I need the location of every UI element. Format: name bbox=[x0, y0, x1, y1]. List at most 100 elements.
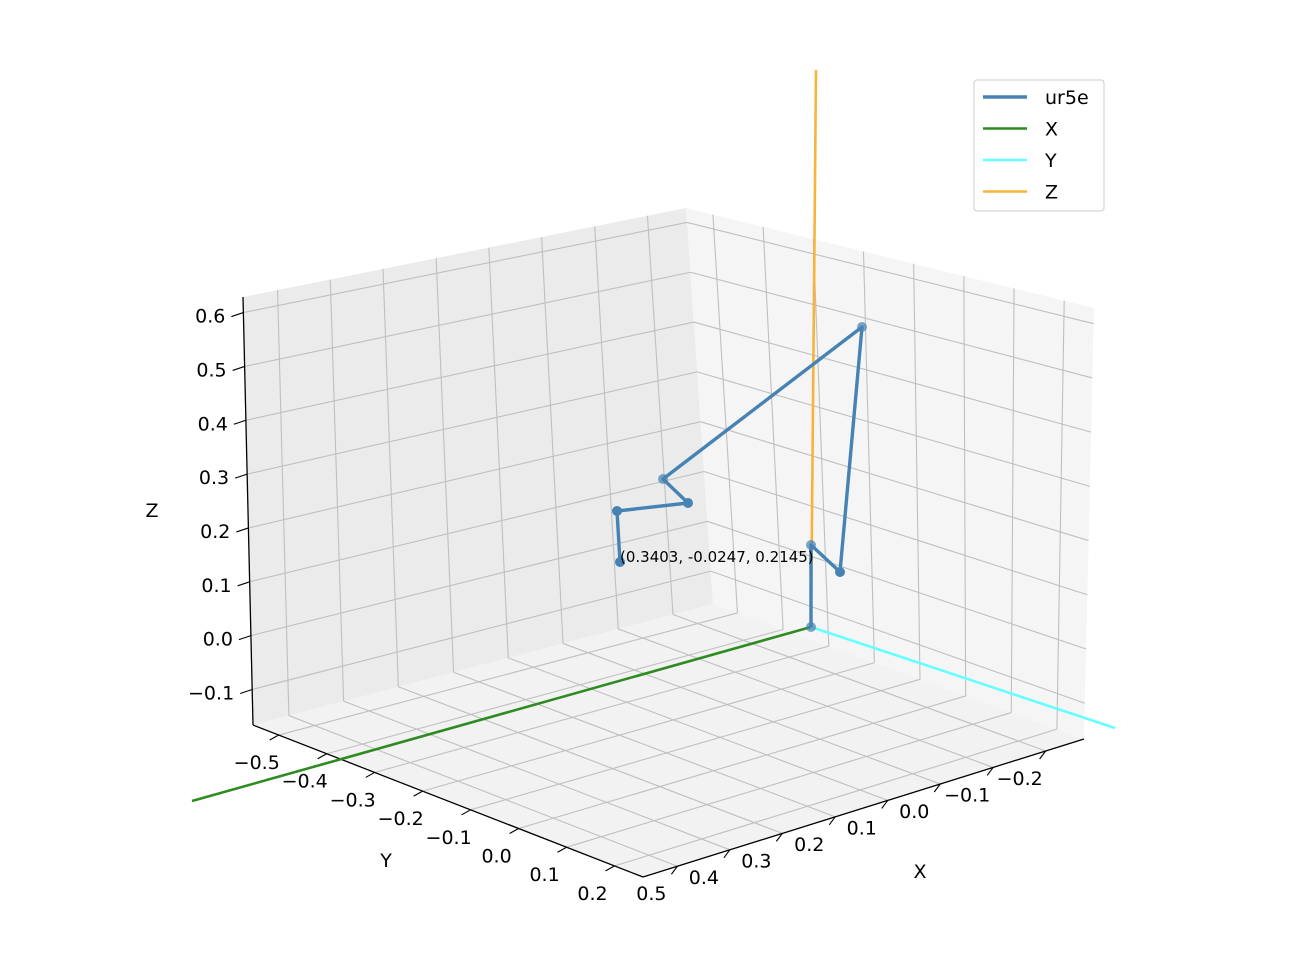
y-tick-mark bbox=[461, 809, 471, 816]
z-tick-label: 0.3 bbox=[199, 467, 229, 489]
y-tick-labels: −0.5−0.4−0.3−0.2−0.1 0.0 0.1 0.2 bbox=[234, 752, 608, 905]
y-tick-mark bbox=[557, 846, 567, 853]
y-tick-mark bbox=[269, 734, 280, 741]
ur5e-joint-marker bbox=[612, 506, 622, 516]
grid-x-floor-1 bbox=[618, 628, 994, 768]
y-tick-label: −0.5 bbox=[234, 752, 280, 774]
grid-x-wall-1 bbox=[594, 226, 619, 629]
grid-x-wall-5 bbox=[382, 268, 399, 687]
z-tick-label: 0.1 bbox=[201, 575, 231, 597]
grid-lines bbox=[243, 214, 1094, 867]
x-tick-label: 0.1 bbox=[847, 817, 877, 839]
grid-z-right-4 bbox=[697, 371, 1091, 487]
x-axis-title: X bbox=[913, 861, 926, 883]
grid-x-floor-5 bbox=[398, 686, 783, 834]
grid-z-left-0 bbox=[252, 570, 711, 691]
grid-z-left-1 bbox=[250, 520, 708, 637]
grid-z-left-2 bbox=[249, 470, 705, 583]
grid-y-wall-7 bbox=[1056, 300, 1065, 730]
grid-y-floor-7 bbox=[614, 728, 1058, 867]
y-tick-label: −0.2 bbox=[378, 808, 424, 830]
frame-y-line bbox=[810, 625, 1116, 730]
x-axis-line bbox=[642, 738, 1085, 878]
z-tick-mark bbox=[231, 312, 244, 318]
grid-y-floor-5 bbox=[518, 695, 966, 830]
grid-y-wall-1 bbox=[762, 226, 784, 630]
grid-z-right-7 bbox=[686, 221, 1094, 325]
z-tick-mark bbox=[233, 419, 247, 425]
grid-x-floor-7 bbox=[288, 715, 678, 867]
y-tick-mark bbox=[365, 771, 375, 778]
z-tick-label: 0.6 bbox=[195, 306, 225, 328]
grid-y-wall-4 bbox=[913, 263, 921, 680]
grid-x-floor-2 bbox=[562, 642, 941, 785]
grid-x-wall-0 bbox=[646, 215, 674, 615]
x-tick-mark bbox=[828, 816, 836, 826]
grid-z-left-5 bbox=[245, 321, 694, 421]
z-tick-labels: −0.1 0.0 0.1 0.2 0.3 0.4 0.5 0.6 bbox=[188, 306, 234, 705]
grid-y-floor-1 bbox=[326, 628, 784, 755]
z-tick-mark bbox=[237, 581, 250, 587]
grid-x-wall-3 bbox=[488, 247, 509, 658]
z-tick-label: −0.1 bbox=[188, 682, 234, 704]
legend-label-Z: Z bbox=[1045, 182, 1058, 204]
grid-x-floor-6 bbox=[343, 700, 731, 851]
grid-x-wall-2 bbox=[541, 236, 564, 644]
x-tick-mark bbox=[775, 833, 783, 842]
y-axis-line bbox=[252, 724, 644, 878]
panes bbox=[243, 208, 1094, 877]
grid-z-right-1 bbox=[707, 520, 1087, 650]
axis-lines bbox=[231, 296, 1085, 878]
ur5e-joint-marker bbox=[835, 567, 845, 577]
grid-y-floor-2 bbox=[374, 645, 829, 773]
y-tick-label: −0.3 bbox=[330, 789, 376, 811]
x-tick-label: 0.4 bbox=[689, 867, 719, 889]
x-tick-label: −0.1 bbox=[944, 784, 990, 806]
grid-x-wall-7 bbox=[277, 290, 290, 716]
grid-y-wall-5 bbox=[963, 276, 967, 696]
z-tick-mark bbox=[238, 635, 252, 641]
legend-label-Y: Y bbox=[1044, 150, 1057, 172]
y-tick-mark bbox=[509, 828, 519, 834]
z-axis-title: Z bbox=[145, 500, 158, 522]
grid-z-left-7 bbox=[243, 221, 688, 314]
ur5e-joint-marker bbox=[806, 540, 816, 550]
y-tick-label: 0.2 bbox=[577, 883, 607, 905]
x-tick-mark bbox=[933, 783, 941, 793]
grid-z-right-6 bbox=[690, 271, 1093, 379]
z-tick-label: 0.4 bbox=[198, 413, 228, 435]
grid-y-wall-0 bbox=[712, 214, 739, 613]
ur5e-joint-marker bbox=[658, 474, 668, 484]
y-tick-label: −0.1 bbox=[426, 827, 472, 849]
grid-z-right-2 bbox=[703, 470, 1088, 596]
z-tick-label: 0.2 bbox=[200, 521, 230, 543]
z-tick-mark bbox=[232, 365, 245, 371]
grid-x-wall-6 bbox=[329, 279, 345, 702]
frame-z-line bbox=[809, 69, 818, 628]
x-tick-label: 0.3 bbox=[741, 850, 771, 872]
z-tick-mark bbox=[236, 527, 249, 533]
z-tick-mark bbox=[239, 688, 253, 694]
grid-z-left-4 bbox=[247, 371, 698, 475]
y-tick-mark bbox=[605, 865, 615, 872]
legend: ur5e XYZ bbox=[973, 79, 1105, 212]
ur5e-joint-marker bbox=[857, 322, 867, 332]
y-tick-mark bbox=[413, 790, 423, 797]
x-tick-label: 0.5 bbox=[636, 883, 666, 905]
grid-z-right-3 bbox=[700, 421, 1089, 542]
y-tick-label: 0.1 bbox=[529, 864, 559, 886]
x-tick-mark bbox=[723, 849, 731, 859]
ur5e-line bbox=[615, 325, 864, 627]
left-pane bbox=[243, 208, 713, 725]
y-tick-mark bbox=[317, 753, 327, 760]
legend-box bbox=[973, 79, 1105, 212]
grid-z-left-3 bbox=[248, 421, 701, 529]
floor-pane bbox=[253, 604, 1084, 877]
x-tick-labels: −0.2 −0.1 0.0 0.1 0.2 0.3 0.4 0.5 bbox=[636, 768, 1042, 905]
x-tick-mark bbox=[1039, 750, 1047, 760]
z-tick-mark bbox=[234, 473, 248, 479]
grid-x-floor-4 bbox=[453, 671, 836, 818]
x-tick-mark bbox=[670, 865, 678, 875]
grid-z-left-6 bbox=[244, 271, 691, 367]
